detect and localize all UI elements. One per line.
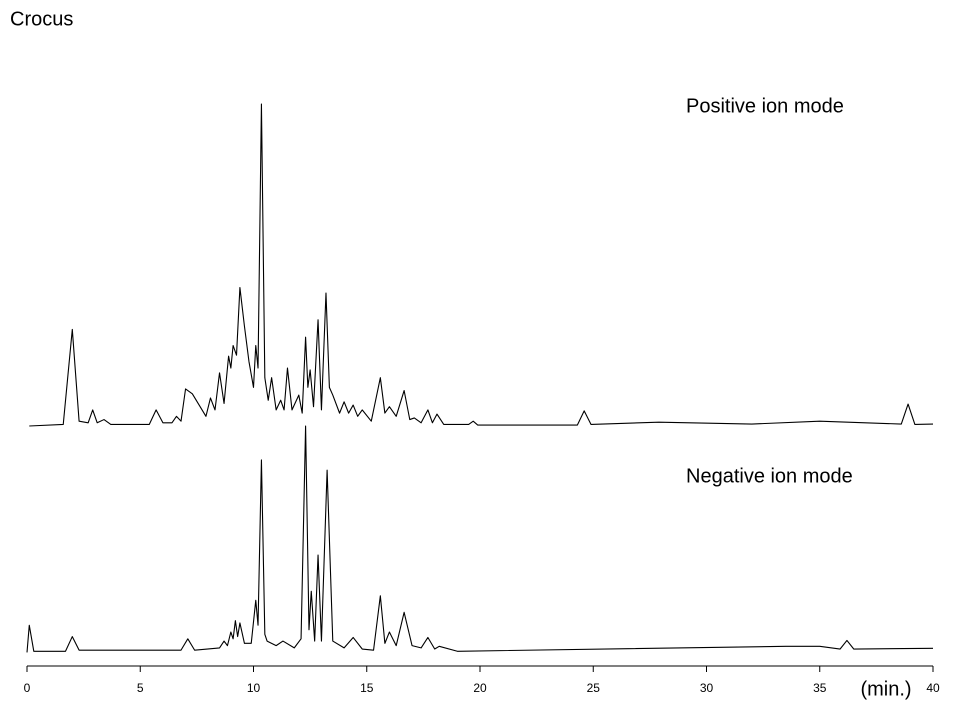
- chart-title: Crocus: [10, 8, 73, 30]
- x-tick-label: 40: [926, 681, 940, 695]
- x-tick-label: 15: [360, 681, 374, 695]
- trace-label: Negative ion mode: [686, 465, 853, 487]
- x-tick-label: 25: [587, 681, 601, 695]
- x-tick-label: 10: [247, 681, 261, 695]
- x-tick-label: 30: [700, 681, 714, 695]
- x-axis-label: (min.): [860, 678, 911, 700]
- trace-label: Positive ion mode: [686, 95, 844, 117]
- x-tick-label: 5: [137, 681, 144, 695]
- x-tick-label: 35: [813, 681, 827, 695]
- x-tick-label: 20: [473, 681, 487, 695]
- trace: [26, 425, 934, 653]
- trace: [29, 103, 934, 427]
- x-tick-label: 0: [24, 681, 31, 695]
